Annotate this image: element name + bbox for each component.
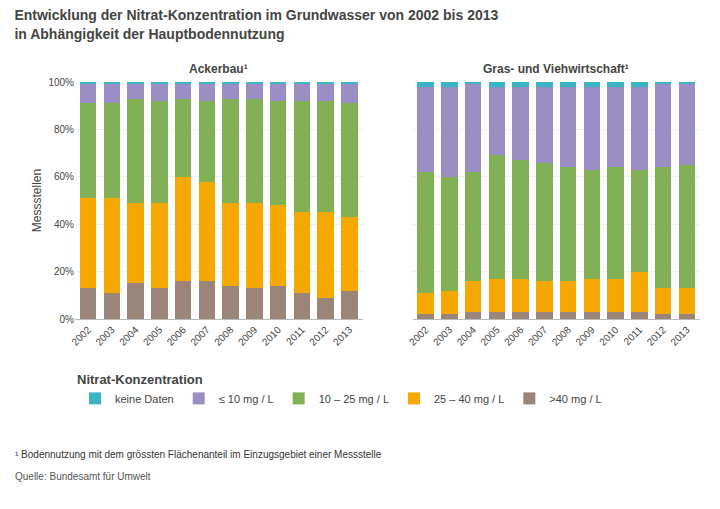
svg-text:2008: 2008 [212,324,236,348]
svg-text:2002: 2002 [70,324,94,348]
svg-text:40%: 40% [54,219,74,230]
svg-text:¹ Bodennutzung mit dem grösste: ¹ Bodennutzung mit dem grössten Flächena… [15,449,382,460]
svg-text:2006: 2006 [165,324,189,348]
svg-text:Entwicklung der Nitrat-Konzent: Entwicklung der Nitrat-Konzentration im … [14,7,498,41]
svg-text:2003: 2003 [431,324,455,348]
svg-text:Ackerbau¹: Ackerbau¹ [189,62,248,76]
svg-text:2009: 2009 [573,324,597,348]
svg-text:Nitrat-Konzentration: Nitrat-Konzentration [77,372,203,387]
svg-text:20%: 20% [54,266,74,277]
svg-text:0%: 0% [60,314,75,325]
svg-text:2005: 2005 [478,324,502,348]
svg-text:keine Daten: keine Daten [115,393,174,405]
svg-text:2003: 2003 [93,324,117,348]
svg-text:2007: 2007 [188,324,212,348]
svg-text:2009: 2009 [236,324,260,348]
svg-text:2013: 2013 [668,324,692,348]
svg-text:10 – 25 mg / L: 10 – 25 mg / L [319,393,389,405]
svg-text:Messstellen: Messstellen [30,169,44,232]
svg-text:2002: 2002 [407,324,431,348]
svg-text:2012: 2012 [307,324,331,348]
svg-text:2011: 2011 [621,324,644,347]
svg-text:≤ 10 mg / L: ≤ 10 mg / L [219,393,274,405]
svg-text:25 – 40 mg / L: 25 – 40 mg / L [434,393,504,405]
svg-text:2007: 2007 [526,324,550,348]
svg-text:60%: 60% [54,171,74,182]
svg-text:Gras- und Viehwirtschaft¹: Gras- und Viehwirtschaft¹ [483,62,629,76]
svg-text:2004: 2004 [455,324,479,348]
svg-text:100%: 100% [48,77,74,88]
svg-text:2012: 2012 [645,324,669,348]
svg-text:2005: 2005 [141,324,165,348]
svg-text:2008: 2008 [550,324,574,348]
svg-text:2010: 2010 [260,324,284,348]
svg-text:2004: 2004 [117,324,141,348]
svg-text:80%: 80% [54,124,74,135]
svg-text:2006: 2006 [502,324,526,348]
svg-text:2011: 2011 [284,324,307,347]
svg-text:2010: 2010 [597,324,621,348]
svg-text:2013: 2013 [331,324,355,348]
svg-text:Quelle: Bundesamt für Umwelt: Quelle: Bundesamt für Umwelt [15,471,151,482]
svg-text:>40 mg / L: >40 mg / L [549,393,601,405]
